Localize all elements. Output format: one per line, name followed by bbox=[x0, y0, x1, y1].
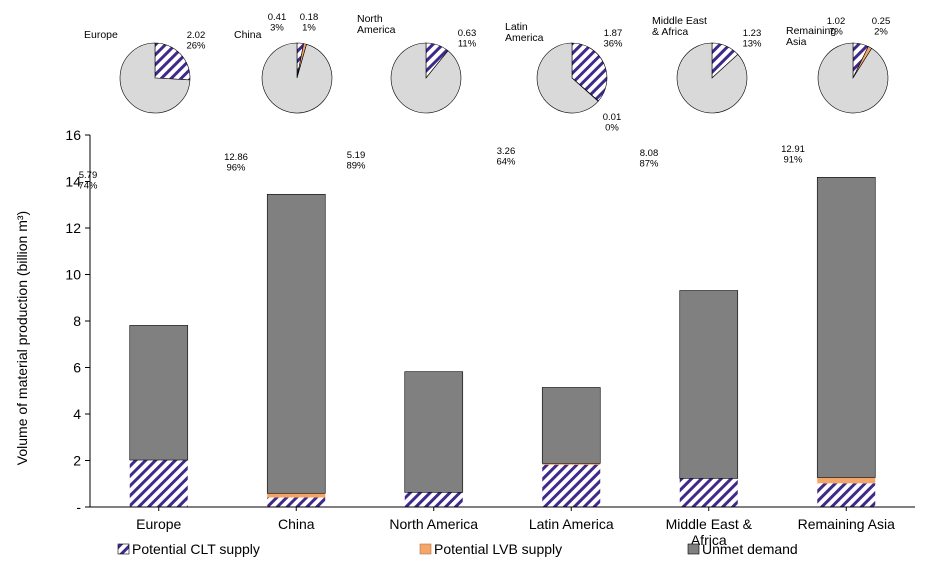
bar-segment bbox=[817, 477, 876, 484]
pie-label: 89% bbox=[346, 161, 366, 172]
x-tick-label: Africa bbox=[691, 532, 727, 548]
bar-segment bbox=[267, 497, 326, 507]
y-tick-label: 8 bbox=[73, 313, 81, 329]
pie-title: Latin bbox=[505, 21, 528, 33]
bar-segment bbox=[542, 463, 601, 507]
bar-segment bbox=[266, 193, 326, 494]
legend-swatch bbox=[419, 543, 432, 555]
x-tick-label: Remaining Asia bbox=[798, 516, 895, 532]
pie-label: 3% bbox=[270, 23, 284, 34]
bar-segment bbox=[129, 325, 189, 461]
pie-slice bbox=[261, 42, 333, 114]
pie-label: 1.23 bbox=[743, 28, 762, 39]
pie-title: Asia bbox=[786, 36, 807, 48]
pie-title: North bbox=[357, 13, 383, 25]
pie-label: 64% bbox=[496, 157, 516, 168]
pie-label: 2% bbox=[874, 27, 888, 38]
y-tick-label: - bbox=[76, 499, 81, 515]
pie-slice bbox=[154, 42, 191, 81]
bar-segment bbox=[267, 493, 326, 498]
pie-title: China bbox=[234, 29, 262, 41]
legend-label: Potential LVB supply bbox=[434, 541, 562, 557]
bar-segment bbox=[817, 483, 876, 507]
y-tick-label: 6 bbox=[73, 360, 81, 376]
pie-title: & Africa bbox=[652, 26, 688, 38]
pie-label: 12.86 bbox=[224, 152, 248, 163]
pie-slice bbox=[119, 42, 191, 114]
pie-label: 0.41 bbox=[268, 12, 287, 23]
bar-segment bbox=[679, 290, 739, 479]
bar-chart: - 2 4 6 8 10 12 14 16 Europe China North America La… bbox=[65, 127, 915, 548]
pie-label: 0.01 bbox=[603, 112, 622, 123]
bar-segment bbox=[679, 478, 738, 507]
pie-label: 12.91 bbox=[781, 144, 805, 155]
x-axis: Europe China North America Latin America Mid… bbox=[90, 506, 915, 548]
y-axis-label: Volume of material production (billion m… bbox=[14, 211, 30, 465]
pie-label: 7% bbox=[829, 27, 843, 38]
pie-label: 26% bbox=[186, 41, 206, 52]
pie-label: 87% bbox=[639, 159, 659, 170]
bar-segment bbox=[816, 177, 876, 478]
legend-label: Unmet demand bbox=[702, 541, 798, 557]
pie-label: 0.18 bbox=[300, 12, 319, 23]
y-tick-label: 4 bbox=[73, 406, 81, 422]
y-tick-label: 16 bbox=[65, 127, 81, 143]
pie-slice bbox=[390, 42, 462, 114]
pie-label: 0.63 bbox=[458, 28, 477, 39]
bar-segment bbox=[404, 492, 463, 507]
bar-segment bbox=[129, 460, 188, 507]
pie-title: America bbox=[505, 32, 544, 44]
pie-title: Remaining bbox=[786, 25, 836, 37]
pie-label: 0% bbox=[605, 123, 619, 134]
y-tick-label: 14 bbox=[65, 174, 81, 190]
pie-label: 8.08 bbox=[640, 148, 659, 159]
pie-slice bbox=[571, 42, 608, 102]
pie-title: Middle East bbox=[652, 15, 707, 27]
pie-label: 0.25 bbox=[872, 16, 891, 27]
pie-label: 91% bbox=[783, 155, 803, 166]
pie-title: Europe bbox=[84, 29, 118, 41]
bar-segment bbox=[404, 371, 464, 493]
pie-label: 3.26 bbox=[497, 146, 516, 157]
pie-label: 36% bbox=[603, 39, 623, 50]
x-tick-label: China bbox=[278, 516, 315, 532]
pie-label: 1.02 bbox=[827, 16, 846, 27]
bars bbox=[129, 177, 876, 507]
legend-swatch bbox=[687, 543, 700, 555]
bar-segment bbox=[541, 387, 601, 464]
legend: Potential CLT supply Potential LVB supply… bbox=[117, 541, 798, 557]
bar-segment bbox=[542, 463, 601, 465]
pie-label: 1% bbox=[302, 23, 316, 34]
pie-label: 11% bbox=[458, 39, 477, 50]
pie-label: 1.87 bbox=[604, 28, 623, 39]
pie-label: 13% bbox=[742, 39, 762, 50]
pie-slice bbox=[817, 42, 889, 114]
pie-label: 5.19 bbox=[347, 150, 366, 161]
legend-label: Potential CLT supply bbox=[132, 541, 260, 557]
legend-swatch bbox=[117, 543, 130, 555]
y-axis: - 2 4 6 8 10 12 14 16 bbox=[65, 127, 91, 515]
y-tick-label: 2 bbox=[73, 453, 81, 469]
pie-slice bbox=[676, 42, 748, 114]
pie-label: 5.79 bbox=[79, 170, 98, 181]
x-tick-label: Europe bbox=[136, 516, 181, 532]
pie-label: 74% bbox=[78, 181, 98, 192]
pie-label: 96% bbox=[226, 163, 246, 174]
y-tick-label: 12 bbox=[65, 220, 81, 236]
x-tick-label: Latin America bbox=[529, 516, 614, 532]
x-tick-label: Middle East & bbox=[666, 516, 753, 532]
pie-slice bbox=[536, 42, 599, 114]
x-tick-label: North America bbox=[389, 516, 478, 532]
pie-title: America bbox=[357, 24, 396, 36]
y-tick-label: 10 bbox=[65, 267, 81, 283]
pie-label: 2.02 bbox=[187, 30, 206, 41]
